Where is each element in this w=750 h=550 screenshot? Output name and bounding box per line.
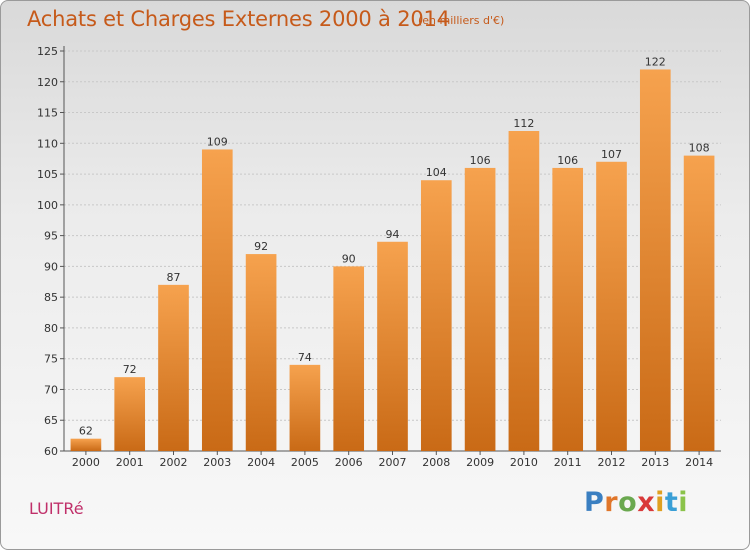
value-label-2004: 92	[254, 240, 268, 253]
value-label-2002: 87	[167, 271, 181, 284]
logo-letter: i	[678, 487, 689, 518]
x-tick-label: 2014	[685, 456, 713, 469]
logo-letter: x	[637, 487, 656, 518]
bar-2005	[289, 364, 321, 451]
value-label-2000: 62	[79, 425, 93, 438]
y-tick-label: 125	[37, 45, 58, 58]
value-labels: 62 72 87 109 92 74 90 94 104 106 112 106 107 122 108	[79, 55, 710, 437]
y-tick-label: 75	[44, 353, 58, 366]
value-label-2013: 122	[645, 55, 666, 68]
x-tick-label: 2009	[466, 456, 494, 469]
bar-2006	[333, 266, 365, 451]
y-tick-label: 100	[37, 199, 58, 212]
value-label-2011: 106	[557, 154, 578, 167]
x-tick-label: 2004	[247, 456, 275, 469]
bars	[70, 69, 715, 451]
value-label-2003: 109	[207, 135, 228, 148]
y-tick-label: 95	[44, 230, 58, 243]
y-tick-label: 60	[44, 445, 58, 458]
x-tick-label: 2000	[72, 456, 100, 469]
x-tick-label: 2003	[203, 456, 231, 469]
value-label-2012: 107	[601, 148, 622, 161]
bar-2001	[114, 377, 146, 451]
logo-letter: P	[584, 487, 605, 518]
value-label-2014: 108	[689, 142, 710, 155]
logo-letter: o	[618, 487, 638, 518]
y-tick-label: 80	[44, 322, 58, 335]
chart-subtitle: (en milliers d'€)	[418, 14, 505, 27]
logo-letter: r	[604, 487, 619, 518]
x-tick-label: 2007	[379, 456, 407, 469]
chart-title: Achats et Charges Externes 2000 à 2014	[27, 7, 450, 31]
x-tick-label: 2012	[598, 456, 626, 469]
bar-2013	[639, 69, 671, 451]
bar-2011	[552, 167, 584, 451]
y-tick-label: 105	[37, 168, 58, 181]
value-label-2008: 104	[426, 166, 447, 179]
x-tick-label: 2010	[510, 456, 538, 469]
bar-2008	[420, 180, 452, 451]
value-label-2010: 112	[513, 117, 534, 130]
bar-2009	[464, 167, 496, 451]
x-tick-label: 2013	[641, 456, 669, 469]
logo-letter: t	[664, 487, 679, 518]
bar-2014	[683, 155, 715, 451]
y-tick-label: 110	[37, 137, 58, 150]
value-label-2006: 90	[342, 252, 356, 265]
x-tick-label: 2002	[160, 456, 188, 469]
x-tick-labels: 2000 2001 2002 2003 2004 2005 2006 2007 2008 2009…	[72, 456, 713, 469]
y-tick-label: 115	[37, 107, 58, 120]
y-tick-label: 70	[44, 383, 58, 396]
x-tick-label: 2001	[116, 456, 144, 469]
bar-2007	[377, 241, 408, 451]
y-tick-label: 65	[44, 414, 58, 427]
bar-2010	[508, 131, 540, 451]
y-tick-label: 85	[44, 291, 58, 304]
bar-2003	[201, 149, 233, 451]
bar-2012	[596, 161, 627, 451]
x-tick-label: 2008	[422, 456, 450, 469]
y-tick-labels: 60 65 70 75 80 85 90 95 100 105 110 115 120 125	[37, 45, 58, 458]
value-label-2007: 94	[386, 228, 400, 241]
x-tick-label: 2006	[335, 456, 363, 469]
x-tick-label: 2005	[291, 456, 319, 469]
value-label-2001: 72	[123, 363, 137, 376]
bar-2002	[158, 284, 189, 451]
value-label-2009: 106	[470, 154, 491, 167]
bar-2004	[245, 254, 277, 451]
bar-2000	[70, 438, 102, 451]
y-tick-label: 90	[44, 260, 58, 273]
proxiti-logo: Proxiti	[584, 487, 688, 518]
logo-letter: i	[655, 487, 665, 518]
y-tick-label: 120	[37, 76, 58, 89]
commune-name: LUITRé	[29, 499, 84, 518]
x-tick-label: 2011	[554, 456, 582, 469]
value-label-2005: 74	[298, 351, 312, 364]
